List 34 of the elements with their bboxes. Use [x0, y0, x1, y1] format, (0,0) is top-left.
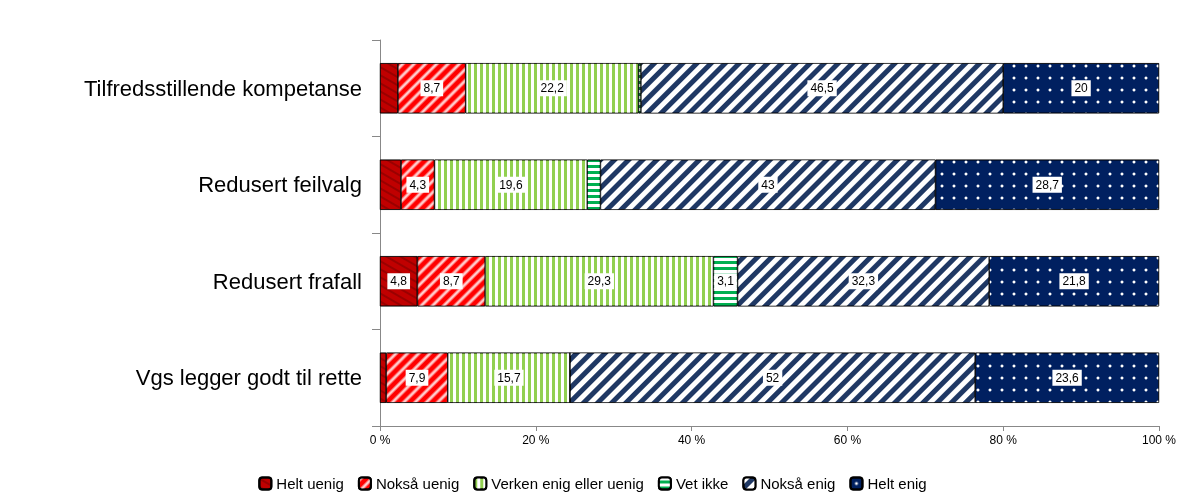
data-label: 43: [761, 177, 775, 192]
y-tick-label: Tilfredsstillende kompetanse: [84, 75, 362, 101]
data-label: 21,8: [1062, 274, 1087, 289]
data-label: 46,5: [810, 81, 835, 96]
data-label: 4,8: [390, 274, 408, 289]
y-tick-label: Redusert feilvalg: [198, 172, 362, 198]
data-label: 15,7: [497, 370, 521, 385]
legend-label: Helt enig: [867, 475, 927, 492]
data-label: 4,3: [409, 177, 427, 192]
data-label: 3,1: [717, 274, 735, 289]
legend-label: Nokså uenig: [375, 475, 460, 492]
data-label: 8,7: [442, 274, 460, 289]
data-label: 7,9: [408, 370, 426, 385]
data-label: 22,2: [540, 81, 565, 96]
data-label: 19,6: [499, 177, 523, 192]
legend-label: Nokså enig: [760, 475, 836, 492]
data-label: 8,7: [423, 81, 441, 96]
x-tick-label: 60 %: [833, 433, 862, 447]
x-tick-label: 40 %: [677, 433, 706, 447]
x-tick-label: 100 %: [1141, 433, 1177, 447]
x-tick-label: 0 %: [369, 433, 391, 447]
legend-label: Vet ikke: [675, 475, 729, 492]
y-tick-label: Redusert frafall: [212, 268, 362, 294]
legend-label: Helt uenig: [276, 475, 344, 492]
data-label: 32,3: [851, 274, 876, 289]
y-tick-label: Vgs legger godt til rette: [135, 365, 362, 391]
x-tick-label: 80 %: [989, 433, 1018, 447]
data-label: 23,6: [1055, 370, 1080, 385]
data-label: 52: [765, 370, 780, 385]
data-label: 29,3: [587, 274, 612, 289]
data-label: 28,7: [1035, 177, 1060, 192]
data-label: 20: [1074, 81, 1089, 96]
legend-label: Verken enig eller uenig: [491, 475, 644, 492]
x-tick-label: 20 %: [522, 433, 550, 447]
